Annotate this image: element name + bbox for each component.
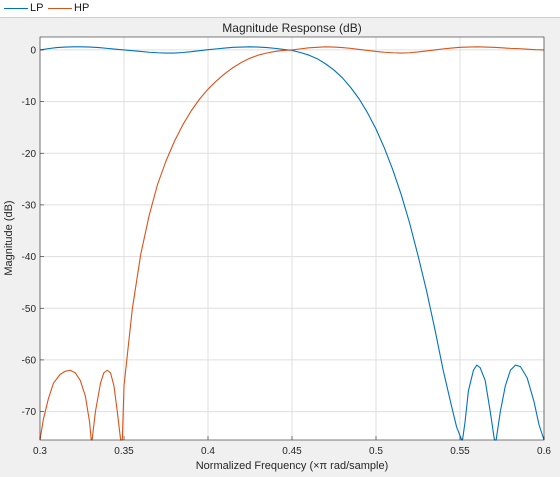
y-axis-label: Magnitude (dB) [3,200,15,275]
chart-title: Magnitude Response (dB) [222,21,361,35]
legend-item-lp[interactable]: LP [4,0,43,17]
y-tick-label: -70 [22,407,37,418]
x-tick-label: 0.45 [282,446,302,457]
series-line-lp[interactable] [39,46,545,441]
x-axis-label: Normalized Frequency (×π rad/sample) [196,460,389,472]
y-tick-label: -10 [22,97,37,108]
y-tick-label: -40 [22,252,37,263]
legend-item-hp[interactable]: HP [48,0,89,17]
y-tick-label: -50 [22,304,37,315]
y-tick-label: -60 [22,355,37,366]
x-tick-label: 0.35 [114,446,134,457]
x-tick-label: 0.5 [369,446,383,457]
legend-swatch-lp [4,8,28,9]
legend-label-lp: LP [30,2,44,14]
y-tick-label: -20 [22,149,37,160]
y-tick-label: 0 [30,45,36,56]
y-tick-label: -30 [22,200,37,211]
x-tick-label: 0.6 [537,446,551,457]
x-tick-label: 0.55 [450,446,470,457]
x-tick-label: 0.3 [33,446,47,457]
legend[interactable]: LP HP [0,0,560,18]
legend-swatch-hp [48,8,72,9]
legend-label-hp: HP [74,2,90,14]
x-axis: 0.3 0.35 0.4 0.45 0.5 0.55 0.6 [33,436,551,457]
y-axis: 0 -10 -20 -30 -40 -50 -60 -70 [22,45,44,418]
x-tick-label: 0.4 [201,446,215,457]
